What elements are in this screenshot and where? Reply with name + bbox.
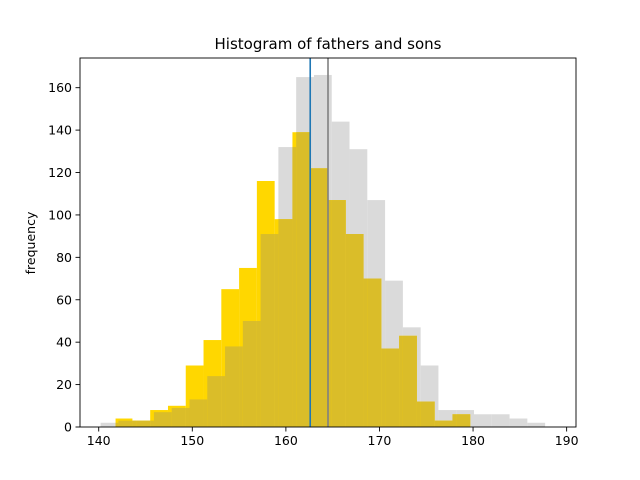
histogram-overlap-segment-8: [185, 407, 190, 427]
histogram-overlap-segment-35: [420, 401, 435, 427]
histogram-bar-series1-22: [491, 414, 510, 427]
histogram-overlap-segment-6: [167, 412, 172, 427]
histogram-overlap-segment-23: [313, 168, 328, 427]
histogram-overlap-segment-39: [456, 414, 471, 427]
y-tick-label-8: 160: [48, 80, 72, 95]
histogram-overlap-segment-18: [274, 234, 279, 427]
histogram-overlap-segment-29: [367, 278, 382, 427]
histogram-overlap-segment-2: [132, 420, 137, 427]
histogram-bar-series1-0: [100, 422, 119, 427]
histogram-overlap-segment-3: [136, 420, 151, 427]
histogram-overlap-segment-10: [203, 399, 208, 427]
histogram-overlap-segment-33: [402, 335, 417, 427]
x-tick-label-4: 180: [461, 433, 485, 448]
histogram-overlap-segment-36: [434, 420, 439, 427]
reference-lines-layer: [309, 58, 329, 427]
histogram-overlap-segment-26: [345, 234, 350, 427]
histogram-overlap-segment-12: [221, 376, 226, 427]
histogram-overlap-segment-22: [310, 168, 314, 427]
y-tick-label-7: 140: [48, 123, 72, 138]
y-tick-label-2: 40: [56, 335, 72, 350]
bars-layer: [100, 74, 546, 428]
histogram-overlap-segment-11: [207, 376, 222, 427]
histogram-overlap-segment-37: [438, 420, 453, 427]
histogram-overlap-segment-32: [399, 335, 403, 427]
histogram-overlap-segment-28: [363, 278, 368, 427]
histogram-overlap-segment-21: [296, 132, 311, 428]
y-tick-label-5: 100: [48, 207, 72, 222]
histogram-overlap-segment-34: [416, 401, 421, 427]
histogram-overlap-segment-17: [260, 234, 275, 427]
histogram-overlap-segment-25: [331, 200, 346, 427]
y-tick-label-6: 120: [48, 165, 72, 180]
x-tick-label-0: 140: [87, 433, 111, 448]
histogram-overlap-segment-0: [115, 422, 119, 427]
x-tick-label-1: 150: [180, 433, 204, 448]
y-tick-label-3: 60: [56, 292, 72, 307]
histogram-overlap-segment-5: [153, 412, 168, 427]
x-tick-label-3: 170: [368, 433, 392, 448]
histogram-overlap-segment-30: [381, 348, 386, 427]
histogram-overlap-segment-14: [239, 346, 243, 427]
histogram-overlap-segment-38: [452, 414, 457, 427]
histogram-overlap-segment-27: [349, 234, 364, 427]
y-tick-label-4: 80: [56, 250, 72, 265]
histogram-overlap-segment-13: [225, 346, 240, 427]
y-axis-label: frequency: [23, 211, 38, 274]
x-tick-label-2: 160: [274, 433, 298, 448]
histogram-overlap-segment-31: [385, 348, 400, 427]
x-tick-label-5: 190: [555, 433, 579, 448]
histogram-overlap-segment-20: [292, 147, 297, 427]
histogram-bar-series1-23: [509, 418, 528, 427]
histogram-overlap-segment-16: [256, 320, 261, 427]
histogram-overlap-segment-1: [118, 420, 133, 427]
y-tick-label-1: 20: [56, 377, 72, 392]
y-tick-label-0: 0: [64, 420, 72, 435]
axes-layer: 140 150 160 170 180 190 0 20 40 60 80 100 120 140 160: [48, 57, 579, 448]
histogram-bar-series1-21: [473, 414, 492, 427]
histogram-bar-series1-24: [527, 422, 546, 427]
chart-title: Histogram of fathers and sons: [215, 35, 442, 53]
plot-area-frame: [79, 57, 577, 428]
histogram-overlap-segment-24: [328, 200, 332, 427]
histogram-overlap-segment-7: [171, 407, 186, 427]
histogram-overlap-segment-4: [150, 420, 154, 427]
histogram-overlap-segment-15: [242, 320, 257, 427]
histogram-overlap-segment-9: [189, 399, 204, 427]
histogram-overlap-segment-19: [278, 219, 293, 427]
